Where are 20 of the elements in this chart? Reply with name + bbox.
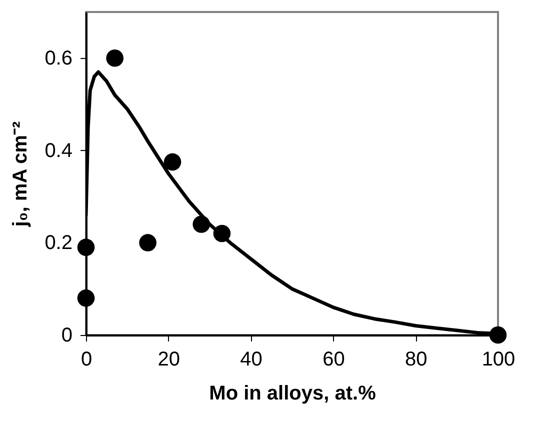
x-tick-label: 0 xyxy=(80,348,92,370)
point xyxy=(77,238,95,256)
y-tick-label: 0.2 xyxy=(44,232,72,254)
point xyxy=(106,50,124,67)
x-tick-label: 20 xyxy=(158,348,180,370)
point xyxy=(164,153,182,171)
x-axis-title: Mo in alloys, at.% xyxy=(209,382,376,404)
x-tick-label: 100 xyxy=(482,348,516,370)
y-tick-label: 0 xyxy=(61,324,72,346)
point xyxy=(77,289,95,307)
point xyxy=(192,216,210,233)
point xyxy=(489,326,507,344)
x-tick-label: 80 xyxy=(404,348,428,370)
y-tick-label: 0.6 xyxy=(44,48,72,70)
point xyxy=(213,224,231,242)
y-tick-label: 0.4 xyxy=(44,140,72,162)
x-tick-label: 60 xyxy=(322,348,345,370)
point xyxy=(139,234,156,252)
x-tick-label: 40 xyxy=(240,348,262,370)
y-axis-title: j₀, mA cm⁻² xyxy=(10,121,32,228)
